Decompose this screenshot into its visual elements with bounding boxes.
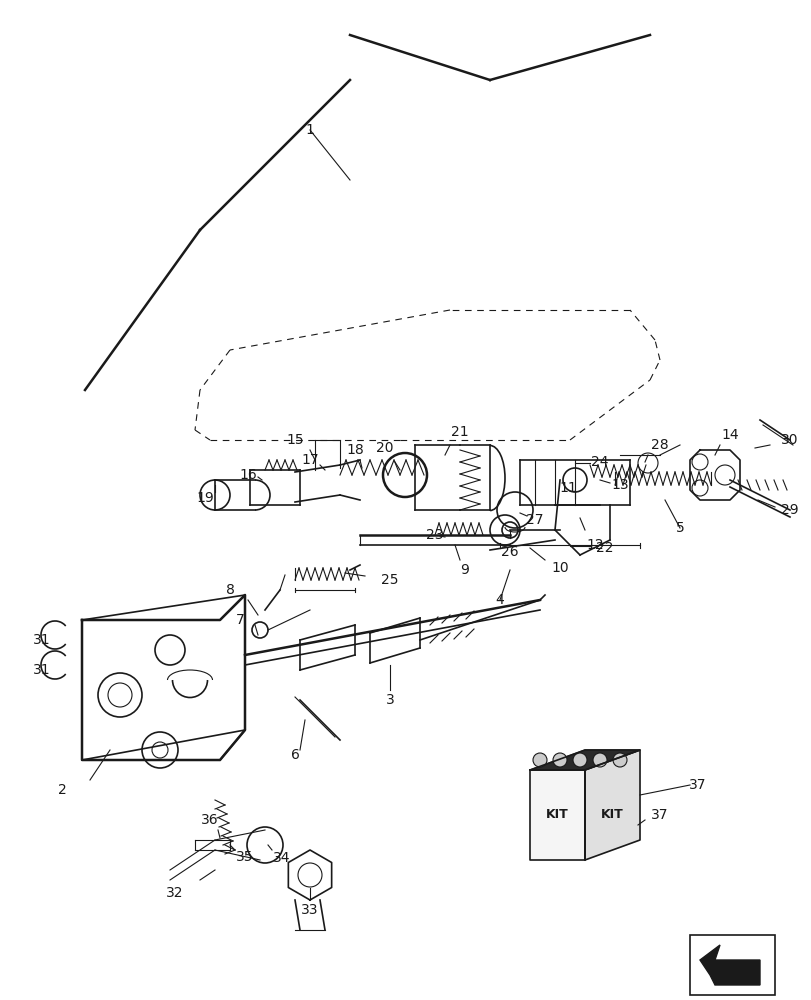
Text: 28: 28 <box>650 438 668 452</box>
Text: 35: 35 <box>236 850 253 864</box>
Polygon shape <box>530 770 584 860</box>
Text: 21: 21 <box>451 425 468 439</box>
Text: 23: 23 <box>426 528 443 542</box>
Text: 33: 33 <box>301 903 319 917</box>
Text: 27: 27 <box>526 513 543 527</box>
Text: 26: 26 <box>500 545 518 559</box>
Text: 14: 14 <box>720 428 738 442</box>
Text: 13: 13 <box>611 478 628 492</box>
Polygon shape <box>530 750 639 770</box>
Text: 17: 17 <box>301 453 319 467</box>
Circle shape <box>552 753 566 767</box>
Text: 24: 24 <box>590 455 608 469</box>
Text: 22: 22 <box>595 541 613 555</box>
Text: 8: 8 <box>225 583 234 597</box>
Text: 19: 19 <box>196 491 213 505</box>
Text: 37: 37 <box>689 778 706 792</box>
Text: 16: 16 <box>238 468 256 482</box>
Circle shape <box>592 753 607 767</box>
Circle shape <box>612 753 626 767</box>
Bar <box>689 935 774 995</box>
Polygon shape <box>584 750 639 860</box>
Text: 6: 6 <box>290 748 299 762</box>
Text: 32: 32 <box>166 886 183 900</box>
Text: 11: 11 <box>559 481 576 495</box>
Text: 10: 10 <box>551 561 569 575</box>
Text: 25: 25 <box>381 573 398 587</box>
Text: 18: 18 <box>345 443 363 457</box>
Text: 3: 3 <box>385 693 394 707</box>
Text: 36: 36 <box>201 813 218 827</box>
Text: 4: 4 <box>495 593 504 607</box>
Text: 7: 7 <box>235 613 244 627</box>
Text: 31: 31 <box>33 663 51 677</box>
Text: 29: 29 <box>780 503 798 517</box>
Text: 2: 2 <box>58 783 67 797</box>
Circle shape <box>573 753 586 767</box>
Text: 5: 5 <box>675 521 684 535</box>
Polygon shape <box>699 945 759 985</box>
Text: 9: 9 <box>460 563 469 577</box>
Text: 31: 31 <box>33 633 51 647</box>
Text: 20: 20 <box>375 441 393 455</box>
Text: 37: 37 <box>650 808 668 822</box>
Text: KIT: KIT <box>545 808 568 821</box>
Text: 30: 30 <box>780 433 798 447</box>
Text: 34: 34 <box>273 851 290 865</box>
Circle shape <box>532 753 547 767</box>
Text: 1: 1 <box>305 123 314 137</box>
Text: KIT: KIT <box>600 808 623 821</box>
Text: 12: 12 <box>586 538 603 552</box>
Text: 15: 15 <box>285 433 303 447</box>
